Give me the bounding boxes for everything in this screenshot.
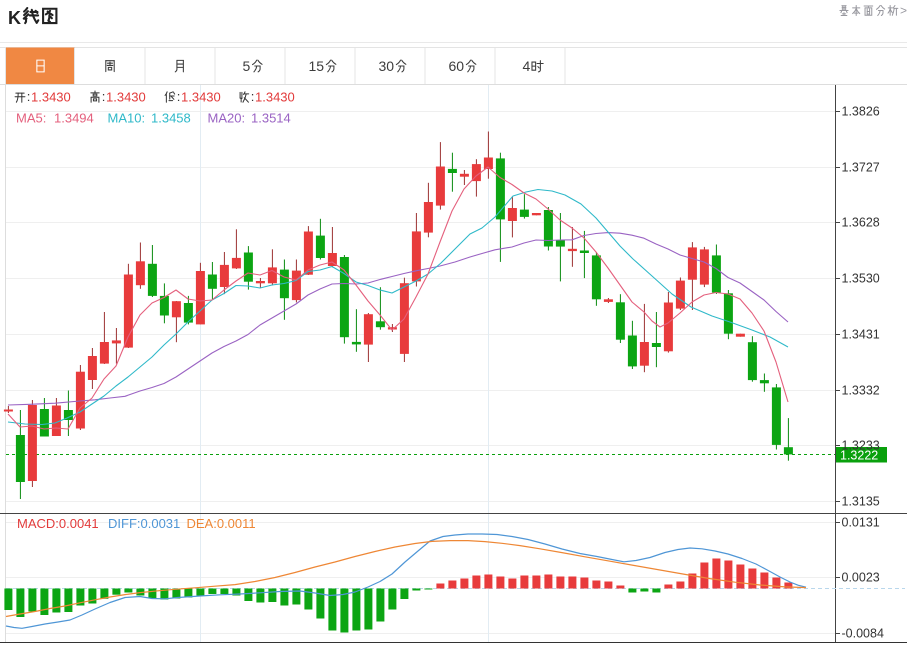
svg-text:-0.0084: -0.0084 — [842, 627, 884, 641]
svg-text::: : — [251, 89, 255, 104]
svg-text:1.3430: 1.3430 — [181, 90, 221, 105]
svg-text:1.3727: 1.3727 — [842, 161, 880, 175]
svg-text:K: K — [8, 8, 21, 28]
svg-text:1.3135: 1.3135 — [842, 495, 880, 509]
svg-text:15: 15 — [309, 58, 325, 74]
svg-text:1.3430: 1.3430 — [31, 90, 71, 105]
svg-text:1.3233: 1.3233 — [842, 439, 880, 453]
svg-text::: : — [27, 89, 31, 104]
svg-text:DIFF:0.0031: DIFF:0.0031 — [108, 516, 180, 531]
svg-text::: : — [177, 89, 181, 104]
svg-text:1.3332: 1.3332 — [842, 384, 880, 398]
svg-text:1.3494: 1.3494 — [54, 111, 94, 126]
svg-text:0.0023: 0.0023 — [842, 571, 880, 585]
svg-text:1.3458: 1.3458 — [151, 111, 191, 126]
svg-text:1.3826: 1.3826 — [842, 105, 880, 119]
svg-text:MA5:: MA5: — [16, 111, 46, 126]
svg-text:1.3628: 1.3628 — [842, 216, 880, 230]
svg-text::: : — [102, 89, 106, 104]
svg-text:1.3530: 1.3530 — [842, 272, 880, 286]
svg-text:1.3430: 1.3430 — [106, 90, 146, 105]
svg-text:1.3431: 1.3431 — [842, 328, 880, 342]
svg-text:4: 4 — [523, 58, 531, 74]
svg-text:DEA:0.0011: DEA:0.0011 — [187, 516, 256, 531]
svg-text:MA20:: MA20: — [208, 111, 246, 126]
svg-text:MACD:0.0041: MACD:0.0041 — [17, 516, 99, 531]
svg-text:1.3430: 1.3430 — [255, 90, 295, 105]
svg-text:1.3514: 1.3514 — [251, 111, 291, 126]
svg-text:>: > — [900, 4, 907, 18]
svg-text:MA10:: MA10: — [108, 111, 146, 126]
svg-text:5: 5 — [243, 58, 251, 74]
svg-text:60: 60 — [449, 58, 465, 74]
svg-text:1.3222: 1.3222 — [840, 448, 878, 462]
svg-text:0.0131: 0.0131 — [842, 516, 880, 530]
svg-text:30: 30 — [379, 58, 395, 74]
